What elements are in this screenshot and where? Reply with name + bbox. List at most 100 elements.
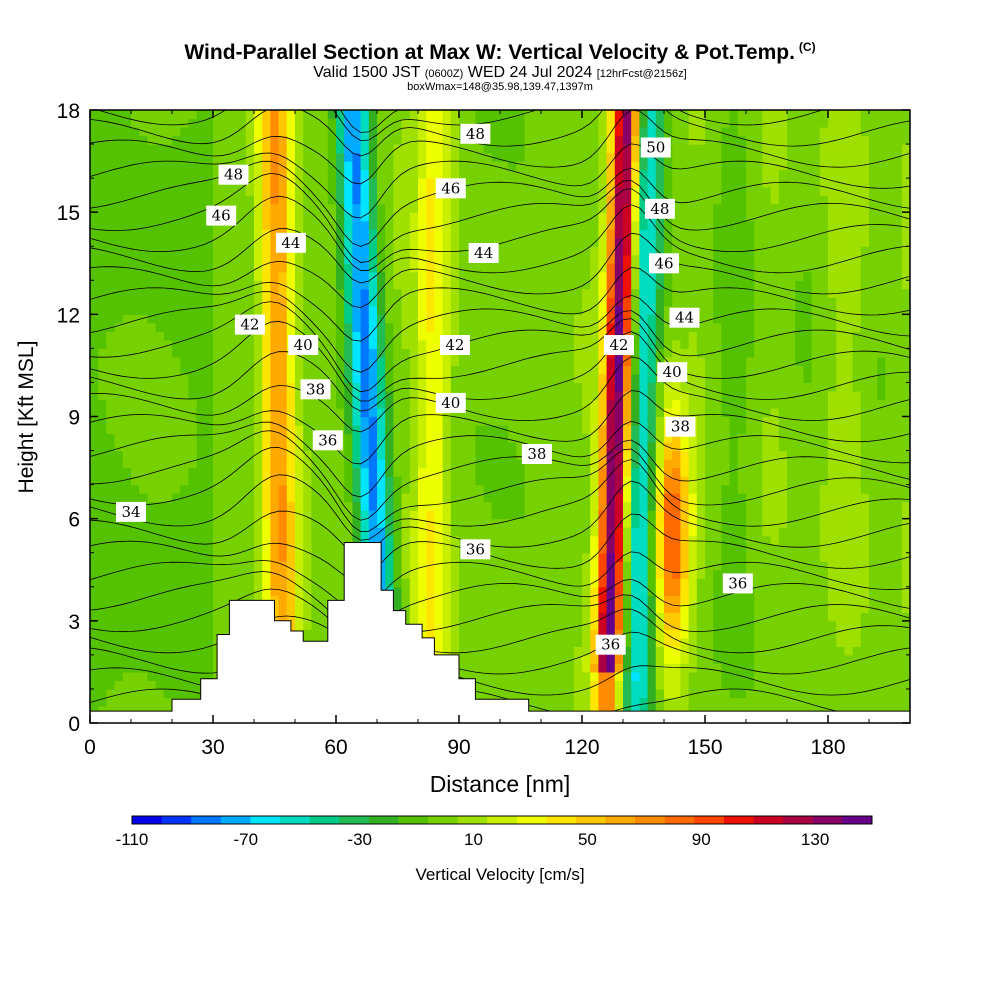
velocity-cell bbox=[598, 561, 608, 571]
velocity-cell bbox=[344, 237, 353, 247]
velocity-cell bbox=[582, 152, 591, 162]
velocity-cell bbox=[229, 416, 239, 426]
velocity-cell bbox=[401, 552, 411, 562]
velocity-cell bbox=[549, 399, 558, 409]
velocity-cell bbox=[401, 135, 411, 145]
velocity-cell bbox=[352, 254, 362, 264]
velocity-cell bbox=[467, 263, 476, 273]
velocity-cell bbox=[573, 425, 583, 435]
velocity-cell bbox=[270, 203, 280, 213]
velocity-cell bbox=[90, 237, 99, 247]
velocity-cell bbox=[590, 169, 599, 179]
velocity-cell bbox=[221, 450, 230, 460]
velocity-cell bbox=[639, 484, 649, 494]
velocity-cell bbox=[573, 254, 583, 264]
velocity-cell bbox=[418, 476, 427, 486]
velocity-cell bbox=[270, 527, 280, 537]
velocity-cell bbox=[614, 110, 624, 120]
velocity-cell bbox=[459, 646, 468, 656]
velocity-cell bbox=[204, 416, 214, 426]
velocity-cell bbox=[204, 229, 214, 239]
velocity-cell bbox=[409, 186, 419, 196]
velocity-cell bbox=[139, 484, 148, 494]
velocity-cell bbox=[368, 110, 378, 120]
velocity-cell bbox=[582, 220, 591, 230]
velocity-cell bbox=[491, 671, 501, 682]
velocity-cell bbox=[106, 493, 116, 503]
velocity-cell bbox=[426, 339, 435, 349]
velocity-cell bbox=[557, 280, 567, 290]
velocity-cell bbox=[147, 331, 157, 341]
velocity-cell bbox=[639, 220, 649, 230]
velocity-cell bbox=[180, 484, 189, 494]
velocity-cell bbox=[500, 578, 509, 588]
velocity-cell bbox=[90, 433, 99, 443]
velocity-cell bbox=[565, 110, 575, 120]
velocity-cell bbox=[541, 127, 550, 137]
velocity-cell bbox=[655, 586, 665, 596]
velocity-cell bbox=[491, 169, 501, 179]
velocity-cell bbox=[524, 527, 534, 537]
velocity-cell bbox=[631, 586, 640, 596]
velocity-cell bbox=[541, 620, 550, 630]
velocity-cell bbox=[295, 484, 304, 494]
velocity-cell bbox=[139, 680, 148, 690]
velocity-cell bbox=[237, 373, 247, 384]
velocity-cell bbox=[565, 527, 575, 537]
velocity-cell bbox=[90, 254, 99, 264]
velocity-cell bbox=[442, 195, 452, 205]
velocity-cell bbox=[352, 527, 362, 537]
velocity-cell bbox=[147, 595, 157, 605]
velocity-cell bbox=[204, 373, 214, 384]
velocity-cell bbox=[131, 663, 140, 673]
velocity-cell bbox=[459, 220, 468, 230]
velocity-cell bbox=[106, 612, 116, 622]
velocity-cell bbox=[426, 229, 435, 239]
velocity-cell bbox=[639, 118, 649, 128]
velocity-cell bbox=[524, 178, 534, 188]
velocity-cell bbox=[606, 612, 616, 622]
velocity-cell bbox=[459, 663, 468, 673]
velocity-cell bbox=[377, 254, 386, 264]
velocity-cell bbox=[303, 288, 312, 298]
velocity-cell bbox=[254, 407, 263, 418]
velocity-cell bbox=[532, 229, 542, 239]
velocity-cell bbox=[254, 501, 263, 511]
velocity-cell bbox=[286, 467, 296, 477]
velocity-cell bbox=[270, 373, 280, 384]
velocity-cell bbox=[623, 390, 632, 401]
velocity-cell bbox=[623, 254, 632, 264]
velocity-cell bbox=[368, 127, 378, 137]
velocity-cell bbox=[147, 195, 157, 205]
velocity-cell bbox=[467, 620, 476, 630]
velocity-cell bbox=[418, 586, 427, 596]
velocity-cell bbox=[524, 169, 534, 179]
velocity-cell bbox=[270, 365, 280, 375]
velocity-cell bbox=[450, 467, 460, 477]
velocity-cell bbox=[541, 237, 550, 247]
velocity-cell bbox=[606, 476, 616, 486]
velocity-cell bbox=[262, 493, 271, 503]
velocity-cell bbox=[549, 314, 558, 324]
velocity-cell bbox=[122, 433, 132, 443]
velocity-cell bbox=[327, 501, 337, 511]
velocity-cell bbox=[401, 433, 411, 443]
velocity-cell bbox=[204, 629, 214, 639]
velocity-cell bbox=[614, 552, 624, 562]
velocity-cell bbox=[163, 705, 173, 716]
velocity-cell bbox=[114, 322, 124, 332]
velocity-cell bbox=[303, 467, 312, 477]
velocity-cell bbox=[475, 118, 485, 128]
velocity-cell bbox=[549, 484, 558, 494]
velocity-cell bbox=[655, 603, 665, 613]
velocity-cell bbox=[647, 688, 657, 699]
velocity-cell bbox=[204, 663, 214, 673]
velocity-cell bbox=[582, 237, 591, 247]
velocity-cell bbox=[163, 161, 173, 171]
velocity-cell bbox=[590, 331, 599, 341]
velocity-cell bbox=[311, 237, 321, 247]
velocity-cell bbox=[278, 373, 288, 384]
velocity-cell bbox=[319, 220, 329, 230]
velocity-cell bbox=[122, 518, 132, 528]
velocity-cell bbox=[393, 442, 403, 452]
